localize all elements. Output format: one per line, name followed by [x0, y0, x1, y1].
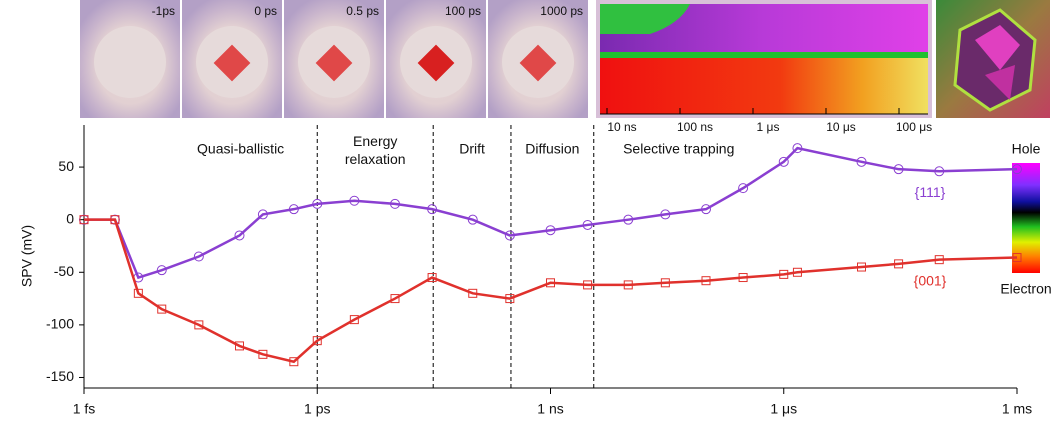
region-label-line: relaxation — [345, 151, 406, 167]
time-map-tick-label: 100 ns — [677, 120, 713, 134]
x-tick-label: 1 ps — [304, 401, 330, 417]
data-point — [390, 198, 400, 209]
data-point — [234, 230, 245, 241]
y-tick-label: -100 — [46, 316, 74, 332]
time-map-green — [600, 4, 690, 34]
data-point — [1012, 164, 1022, 175]
data-point — [505, 294, 515, 304]
series-line — [84, 146, 1018, 280]
crystal-face — [975, 25, 1020, 70]
x-tick-label: 1 μs — [770, 401, 797, 417]
data-point — [660, 209, 671, 220]
panel-diamond — [417, 44, 455, 82]
panel-strip: -1ps 0 ps 0.5 ps 100 ps 1000 ps — [80, 0, 588, 118]
data-point — [79, 215, 89, 225]
region-label: Energy relaxation — [345, 133, 406, 167]
data-point — [504, 230, 515, 241]
data-point — [778, 156, 789, 167]
region-label: Quasi-ballistic — [197, 141, 284, 157]
panel-diamond — [315, 44, 353, 82]
panel-diamond — [519, 44, 557, 82]
series-label: {001} — [914, 272, 947, 288]
data-point — [856, 156, 867, 167]
panel-label: 100 ps — [445, 4, 481, 18]
region-label: Diffusion — [525, 141, 579, 157]
data-point — [427, 273, 437, 283]
data-point — [738, 183, 749, 194]
time-map-tick-label: 10 μs — [826, 120, 856, 134]
panel-label: 0.5 ps — [346, 4, 379, 18]
time-map-tick-label: 1 μs — [757, 120, 780, 134]
crystal-image — [936, 0, 1050, 118]
x-tick-label: 1 fs — [73, 401, 96, 417]
panel-diamond — [213, 44, 251, 82]
data-point — [258, 349, 268, 359]
time-map-electron — [600, 58, 928, 114]
data-point — [623, 280, 633, 290]
data-point — [193, 251, 204, 262]
y-tick-label: 0 — [66, 210, 74, 226]
panel-label: -1ps — [152, 4, 175, 18]
crystal-face — [985, 65, 1015, 100]
data-point — [427, 204, 438, 215]
data-point — [312, 336, 322, 346]
data-point — [779, 269, 789, 279]
panel-spot — [94, 26, 166, 98]
data-point — [792, 267, 802, 277]
data-point — [583, 280, 593, 290]
data-point — [893, 164, 904, 175]
time-map-band — [600, 52, 928, 58]
data-point — [934, 255, 944, 265]
data-point — [194, 320, 204, 330]
data-point — [133, 288, 143, 298]
data-point — [390, 294, 400, 304]
colorbar-top-label: Hole — [1012, 141, 1041, 157]
data-point — [660, 278, 670, 288]
colorbar-bottom-label: Electron — [1000, 281, 1051, 297]
y-tick-label: -150 — [46, 368, 74, 384]
data-point — [701, 204, 711, 215]
y-axis-label: SPV (mV) — [19, 225, 35, 287]
data-point — [582, 219, 593, 230]
data-point — [1012, 253, 1022, 263]
data-point — [545, 225, 556, 236]
data-point — [157, 304, 167, 314]
data-point — [857, 262, 866, 272]
series-line — [84, 218, 1018, 364]
series-label: {111} — [915, 184, 946, 200]
data-point — [235, 341, 244, 351]
region-label-line: Energy — [353, 133, 397, 149]
y-tick-label: 50 — [58, 158, 74, 174]
data-point — [288, 204, 299, 215]
panel-label: 0 ps — [254, 4, 277, 18]
time-map — [596, 0, 932, 118]
data-point — [156, 265, 167, 276]
data-point — [349, 195, 360, 206]
region-label: Selective trapping — [623, 141, 734, 157]
data-point — [738, 273, 748, 283]
data-point — [467, 214, 478, 225]
panel-label: 1000 ps — [540, 4, 583, 18]
data-point — [546, 278, 555, 288]
x-tick-label: 1 ns — [537, 401, 563, 417]
time-map-tick-label: 100 μs — [896, 120, 932, 134]
data-point — [312, 198, 323, 209]
data-point — [701, 276, 711, 286]
data-point — [257, 209, 268, 220]
data-point — [289, 357, 299, 367]
data-point — [623, 214, 634, 225]
colorbar — [1012, 163, 1040, 273]
x-tick-label: 1 ms — [1002, 401, 1032, 417]
data-point — [894, 259, 904, 269]
y-tick-label: -50 — [54, 263, 74, 279]
data-point — [792, 143, 803, 154]
time-map-tick-label: 10 ns — [607, 120, 636, 134]
data-point — [934, 166, 945, 177]
data-point — [349, 315, 359, 325]
data-point — [110, 215, 120, 225]
region-label: Drift — [459, 141, 485, 157]
data-point — [468, 288, 478, 298]
